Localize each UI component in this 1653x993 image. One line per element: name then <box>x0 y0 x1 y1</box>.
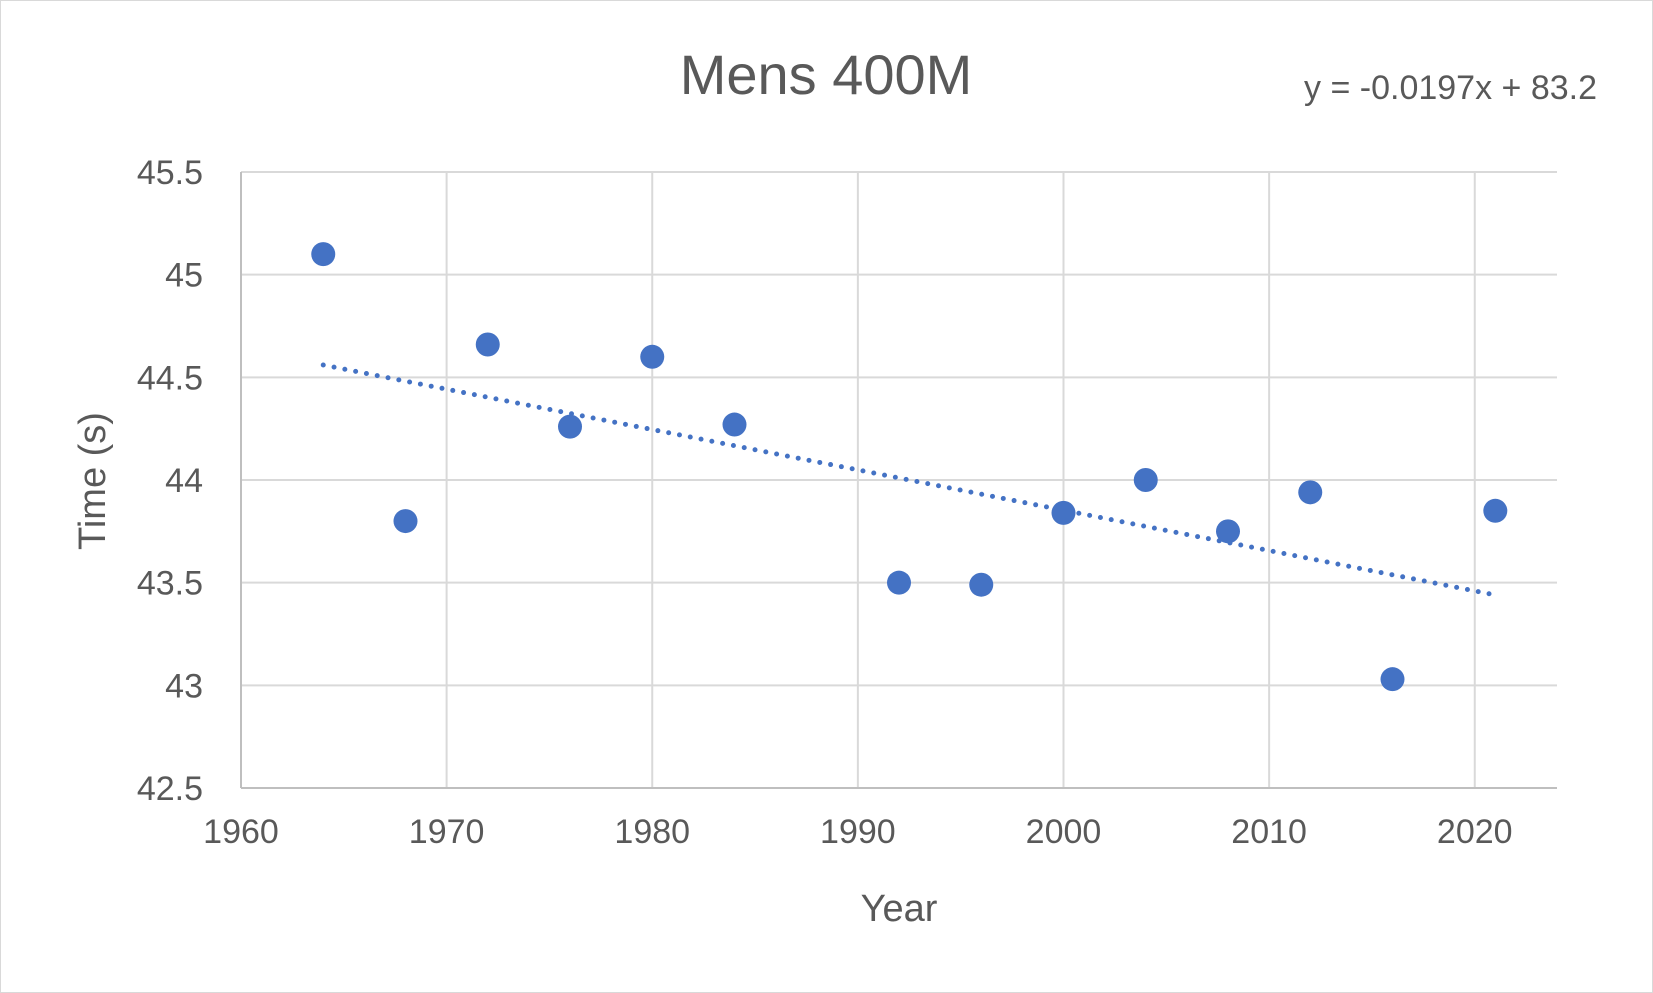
data-point <box>393 509 418 534</box>
x-tick-label: 1980 <box>614 813 690 851</box>
chart-title: Mens 400M <box>680 43 973 106</box>
y-axis-title: Time (s) <box>72 412 114 550</box>
data-point <box>1483 498 1508 523</box>
y-tick-label: 44 <box>165 462 203 500</box>
x-axis-title: Year <box>861 888 938 930</box>
trendline-line <box>320 362 1498 598</box>
x-tick-label: 2010 <box>1231 813 1307 851</box>
data-point <box>1051 500 1076 525</box>
x-tick-label: 2000 <box>1026 813 1102 851</box>
data-point <box>1380 667 1405 692</box>
data-point <box>1298 480 1323 505</box>
data-point <box>969 572 994 597</box>
y-tick-label: 45 <box>165 257 203 295</box>
data-point <box>475 332 500 357</box>
y-tick-labels: 42.5 43 43.5 44 44.5 45 45.5 <box>137 154 203 808</box>
data-point <box>640 344 665 369</box>
x-tick-label: 1970 <box>409 813 485 851</box>
x-tick-label: 1960 <box>203 813 279 851</box>
y-tick-label: 43 <box>165 667 203 705</box>
x-tick-label: 1990 <box>820 813 896 851</box>
trendline-equation: y = -0.0197x + 83.2 <box>1304 69 1597 107</box>
data-points <box>311 242 1508 692</box>
data-point <box>311 242 336 267</box>
y-tick-label: 42.5 <box>137 770 203 808</box>
x-tick-label: 2020 <box>1437 813 1513 851</box>
trendline <box>320 362 1498 598</box>
x-tick-labels: 1960 1970 1980 1990 2000 2010 2020 <box>203 813 1512 851</box>
data-point <box>1133 468 1158 492</box>
data-point <box>1216 519 1240 544</box>
y-tick-label: 45.5 <box>137 154 203 192</box>
data-point <box>887 570 911 595</box>
data-point <box>558 414 582 439</box>
y-tick-label: 43.5 <box>137 565 203 603</box>
axes <box>240 172 1557 789</box>
data-point <box>722 412 747 437</box>
y-tick-label: 44.5 <box>137 359 203 397</box>
gridlines <box>241 171 1557 788</box>
